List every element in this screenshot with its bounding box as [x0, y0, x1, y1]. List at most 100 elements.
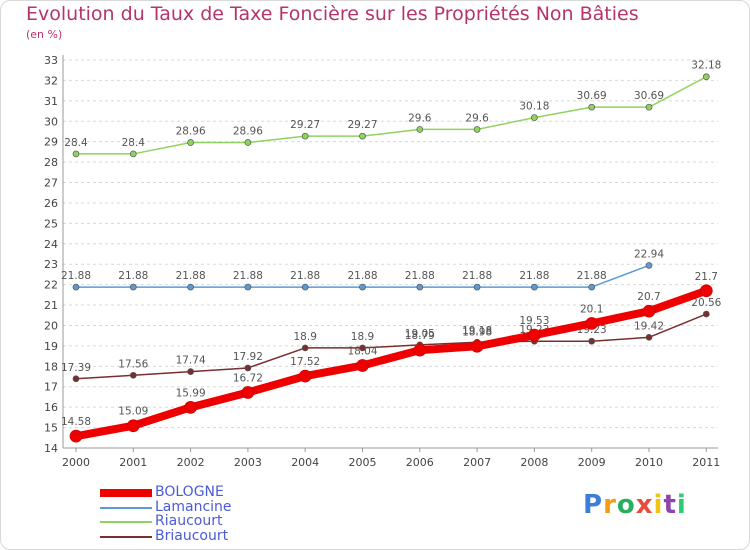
logo-letter: t: [663, 490, 677, 520]
data-point-lamancine: [301, 283, 309, 291]
logo-letter: x: [635, 490, 654, 520]
x-tick-label: 2006: [406, 456, 434, 469]
data-point-lamancine: [473, 283, 481, 291]
data-point-lamancine: [531, 283, 538, 291]
data-point-bologne: [585, 317, 599, 330]
data-point-bologne: [413, 343, 427, 357]
data-point-riaucourt: [301, 132, 309, 140]
data-point-bologne: [184, 401, 197, 414]
logo-letter: o: [616, 490, 636, 520]
legend-label-bologne: BOLOGNE: [155, 484, 224, 500]
data-label-briaucourt: 17.92: [233, 351, 263, 363]
data-point-riaucourt: [588, 103, 596, 111]
x-tick-label: 2008: [520, 456, 548, 469]
data-label-lamancine: 21.88: [405, 270, 435, 282]
data-label-briaucourt: 18.9: [351, 331, 374, 343]
data-point-bologne: [241, 386, 255, 399]
x-tick-label: 2011: [692, 456, 720, 469]
data-point-bologne: [126, 419, 140, 433]
data-point-lamancine: [244, 283, 252, 291]
logo-letter: i: [653, 490, 664, 520]
data-label-riaucourt: 32.18: [691, 60, 721, 72]
data-point-briaucourt: [359, 344, 366, 352]
x-tick-label: 2009: [578, 456, 606, 469]
data-label-briaucourt: 17.56: [118, 358, 148, 370]
y-tick-label: 32: [44, 74, 58, 87]
y-tick-label: 26: [44, 197, 58, 210]
data-point-lamancine: [359, 283, 366, 291]
data-label-bologne: 17.52: [290, 356, 320, 368]
y-tick-label: 30: [44, 115, 58, 128]
data-label-bologne: 18.04: [347, 345, 377, 357]
data-point-riaucourt: [645, 103, 653, 111]
x-tick-label: 2007: [463, 456, 491, 469]
data-point-riaucourt: [473, 126, 481, 133]
data-point-riaucourt: [129, 150, 137, 158]
unit-label: (en %): [26, 28, 63, 41]
data-label-bologne: 16.72: [233, 372, 263, 384]
data-label-bologne: 20.1: [580, 303, 603, 315]
data-label-bologne: 18.98: [462, 326, 492, 338]
x-tick-label: 2004: [291, 456, 319, 469]
data-label-briaucourt: 17.74: [176, 355, 206, 367]
data-point-briaucourt: [645, 333, 653, 341]
logo-letter: i: [676, 490, 687, 520]
data-label-bologne: 18.79: [405, 330, 435, 342]
data-point-riaucourt: [531, 114, 538, 121]
y-tick-label: 29: [44, 136, 58, 149]
x-tick-label: 2002: [177, 456, 205, 469]
data-label-bologne: 14.58: [61, 416, 91, 428]
x-tick-label: 2003: [234, 456, 262, 469]
data-label-lamancine: 21.88: [519, 270, 549, 282]
y-tick-label: 17: [44, 381, 58, 394]
y-tick-label: 21: [44, 299, 58, 312]
data-point-bologne: [528, 328, 541, 342]
data-label-lamancine: 21.88: [577, 270, 607, 282]
data-label-riaucourt: 28.96: [176, 126, 206, 138]
data-point-bologne: [356, 359, 369, 372]
data-label-lamancine: 21.88: [462, 270, 492, 282]
data-label-riaucourt: 29.6: [408, 112, 432, 124]
y-tick-label: 20: [44, 319, 58, 332]
logo-letter: r: [603, 490, 617, 520]
y-tick-label: 33: [44, 54, 58, 67]
data-point-lamancine: [588, 283, 596, 291]
data-label-riaucourt: 29.27: [290, 119, 320, 131]
y-tick-label: 28: [44, 156, 58, 169]
data-label-bologne: 20.7: [637, 291, 660, 303]
data-label-lamancine: 21.88: [176, 270, 206, 282]
data-point-lamancine: [129, 283, 137, 291]
data-label-bologne: 21.7: [695, 271, 718, 283]
y-tick-label: 23: [44, 258, 58, 271]
data-label-briaucourt: 19.18: [462, 325, 492, 337]
series-line-riaucourt: [75, 75, 708, 155]
data-point-bologne: [642, 304, 656, 318]
data-point-briaucourt: [129, 371, 137, 379]
data-point-briaucourt: [72, 375, 80, 383]
data-label-lamancine: 21.88: [61, 270, 91, 282]
data-point-briaucourt: [301, 344, 309, 352]
data-label-riaucourt: 30.18: [519, 101, 549, 113]
y-tick-label: 22: [44, 279, 58, 292]
data-point-bologne: [699, 284, 713, 298]
data-point-riaucourt: [702, 73, 710, 81]
y-tick-label: 18: [44, 360, 58, 373]
data-label-riaucourt: 29.27: [347, 119, 377, 131]
series-line-briaucourt: [75, 313, 708, 380]
data-point-riaucourt: [359, 132, 366, 140]
data-label-lamancine: 21.88: [233, 270, 263, 282]
data-point-lamancine: [187, 283, 194, 291]
data-label-riaucourt: 30.69: [577, 90, 607, 102]
data-label-lamancine: 21.88: [118, 270, 148, 282]
data-point-bologne: [298, 369, 312, 383]
x-tick-label: 2000: [62, 456, 90, 469]
data-point-briaucourt: [244, 364, 252, 372]
data-label-bologne: 19.53: [519, 315, 549, 327]
data-point-riaucourt: [244, 139, 252, 146]
legend-label-riaucourt: Riaucourt: [155, 513, 223, 529]
chart-title: Evolution du Taux de Taxe Foncière sur l…: [26, 3, 639, 25]
data-label-briaucourt: 19.42: [634, 320, 664, 332]
data-label-lamancine: 22.94: [634, 248, 664, 260]
data-point-briaucourt: [187, 368, 194, 375]
data-label-riaucourt: 28.4: [122, 137, 146, 149]
